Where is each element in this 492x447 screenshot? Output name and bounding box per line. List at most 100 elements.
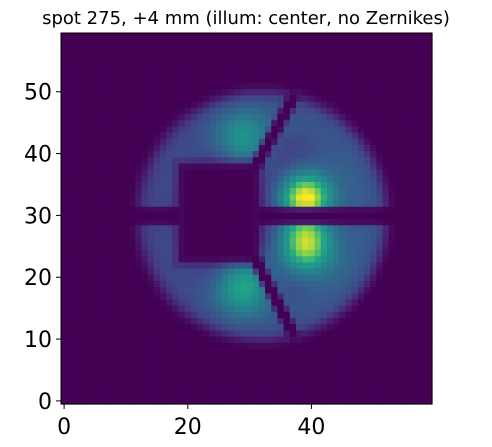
heatmap-cell <box>314 397 322 405</box>
heatmap-cell <box>314 335 322 343</box>
heatmap-cell <box>79 57 87 65</box>
heatmap-cell <box>333 107 340 114</box>
heatmap-cell <box>370 63 377 71</box>
heatmap-cell <box>203 33 210 40</box>
heatmap-cell <box>172 206 180 213</box>
heatmap-cell <box>283 193 291 201</box>
heatmap-cell <box>153 230 161 238</box>
heatmap-cell <box>215 261 223 269</box>
heatmap-cell <box>246 51 254 59</box>
heatmap-cell <box>178 292 186 300</box>
heatmap-cell <box>135 230 142 238</box>
heatmap-cell <box>388 82 396 90</box>
heatmap-cell <box>104 366 112 374</box>
heatmap-cell <box>413 391 421 399</box>
heatmap-cell <box>110 144 118 152</box>
heatmap-cell <box>172 199 180 207</box>
heatmap-cell <box>221 88 229 96</box>
heatmap-cell <box>388 366 396 374</box>
heatmap-cell <box>122 360 130 368</box>
heatmap-cell <box>129 101 136 108</box>
heatmap-cell <box>339 138 347 145</box>
heatmap-cell <box>382 181 390 189</box>
heatmap-cell <box>401 348 408 356</box>
heatmap-cell <box>333 63 340 71</box>
heatmap-cell <box>302 131 309 139</box>
heatmap-cell <box>178 94 186 102</box>
heatmap-cell <box>246 243 254 251</box>
heatmap-cell <box>178 33 186 40</box>
heatmap-cell <box>197 39 204 46</box>
heatmap-cell <box>333 218 340 226</box>
heatmap-cell <box>67 323 74 331</box>
heatmap-cell <box>351 88 359 96</box>
heatmap-cell <box>425 107 433 114</box>
heatmap-cell <box>401 181 408 189</box>
heatmap-cell <box>283 45 291 53</box>
heatmap-cell <box>388 33 396 40</box>
heatmap-cell <box>215 286 223 294</box>
heatmap-cell <box>221 255 229 263</box>
heatmap-cell <box>283 94 291 102</box>
heatmap-cell <box>314 230 322 238</box>
heatmap-cell <box>326 286 334 294</box>
heatmap-cell <box>178 379 186 387</box>
heatmap-cell <box>363 82 371 90</box>
heatmap-cell <box>388 175 396 182</box>
heatmap-cell <box>277 379 285 387</box>
heatmap-cell <box>178 63 186 71</box>
heatmap-cell <box>141 342 149 349</box>
heatmap-cell <box>246 212 254 220</box>
heatmap-cell <box>271 33 279 40</box>
heatmap-cell <box>277 286 285 294</box>
heatmap-cell <box>401 335 408 343</box>
heatmap-cell <box>116 199 124 207</box>
heatmap-cell <box>153 131 161 139</box>
heatmap-cell <box>79 249 87 257</box>
heatmap-cell <box>308 311 316 319</box>
heatmap-cell <box>345 94 353 102</box>
heatmap-cell <box>425 45 433 53</box>
heatmap-cell <box>302 360 309 368</box>
heatmap-cell <box>401 119 408 127</box>
heatmap-cell <box>153 243 161 251</box>
heatmap-cell <box>98 131 105 139</box>
heatmap-cell <box>345 335 353 343</box>
heatmap-cell <box>116 292 124 300</box>
heatmap-cell <box>98 94 105 102</box>
heatmap-cell <box>246 249 254 257</box>
heatmap-cell <box>333 113 340 121</box>
heatmap-cell <box>277 199 285 207</box>
heatmap-cell <box>227 305 235 312</box>
heatmap-cell <box>265 360 272 368</box>
heatmap-cell <box>172 70 180 77</box>
heatmap-cell <box>302 193 309 201</box>
heatmap-cell <box>227 125 235 133</box>
heatmap-cell <box>197 379 204 387</box>
heatmap-cell <box>110 138 118 145</box>
heatmap-cell <box>184 335 192 343</box>
heatmap-cell <box>104 94 112 102</box>
heatmap-cell <box>159 385 167 393</box>
heatmap-cell <box>258 255 266 263</box>
heatmap-cell <box>289 230 297 238</box>
heatmap-cell <box>67 82 74 90</box>
heatmap-cell <box>79 70 87 77</box>
heatmap-cell <box>153 187 161 195</box>
heatmap-cell <box>234 76 241 84</box>
heatmap-cell <box>147 354 155 362</box>
heatmap-cell <box>265 76 272 84</box>
heatmap-cell <box>79 156 87 164</box>
heatmap-cell <box>363 379 371 387</box>
heatmap-cell <box>277 169 285 176</box>
heatmap-cell <box>122 274 130 281</box>
heatmap-cell <box>283 249 291 257</box>
heatmap-cell <box>234 397 241 405</box>
heatmap-cell <box>73 329 81 337</box>
heatmap-cell <box>110 348 118 356</box>
heatmap-cell <box>147 162 155 170</box>
heatmap-cell <box>67 237 74 244</box>
heatmap-cell <box>289 261 297 269</box>
heatmap-cell <box>302 162 309 170</box>
heatmap-cell <box>178 342 186 349</box>
